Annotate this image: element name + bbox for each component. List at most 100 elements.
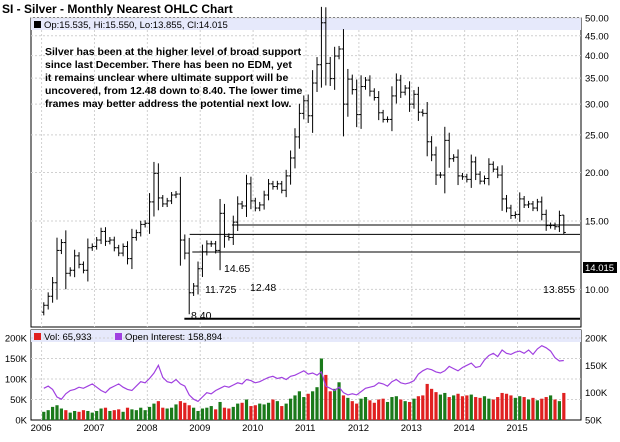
volume-bar (363, 397, 368, 420)
volume-bar (99, 408, 103, 420)
ohlc-bar (482, 175, 487, 185)
volume-bar (447, 397, 451, 420)
x-tick-label: 2011 (295, 423, 315, 434)
ohlc-bar (394, 73, 399, 104)
chart-title: SI - Silver - Monthly Nearest OHLC Chart (2, 2, 233, 16)
ohlc-bar (191, 283, 196, 296)
ohlc-bar (552, 222, 557, 230)
vol-legend-swatch (34, 333, 41, 340)
volume-bar (258, 403, 262, 420)
volume-bar (152, 403, 156, 420)
volume-bar (412, 398, 416, 420)
ohlc-bar (270, 180, 275, 190)
last-price-tag (583, 262, 617, 273)
x-tick-label: 2009 (189, 423, 210, 434)
volume-bar (59, 408, 64, 420)
volume-bar (438, 394, 443, 420)
x-tick-label: 2014 (454, 423, 475, 434)
volume-bar (253, 405, 257, 420)
volume-bar (548, 395, 553, 420)
ohlc-bar (341, 29, 346, 137)
volume-bar (319, 358, 324, 420)
ohlc-bar (442, 126, 447, 194)
ohlc-bar (77, 252, 82, 269)
volume-bar (522, 397, 526, 420)
volume-bar (562, 392, 566, 420)
volume-bar (293, 395, 297, 420)
ohlc-bar (548, 222, 553, 229)
volume-bar (284, 403, 288, 420)
ohlc-bar (288, 150, 293, 185)
support-lines (184, 224, 580, 320)
volume-bar (315, 387, 319, 420)
volume-bar (275, 401, 279, 420)
volume-bar (192, 407, 196, 420)
oi-legend: Open Interest: 158,894 (125, 332, 222, 343)
ohlc-bar (231, 215, 236, 245)
volume-bar (306, 393, 310, 420)
volume-bar (297, 391, 301, 420)
price-y-tick-label: 40.00 (585, 51, 609, 62)
ohlc-bar (411, 90, 416, 109)
volume-bar (425, 383, 429, 420)
volume-bar (90, 412, 94, 420)
ohlc-bar (376, 91, 381, 121)
ohlc-bar (460, 172, 465, 180)
volume-bar (183, 402, 187, 420)
volume-bar (139, 407, 143, 420)
price-y-tick-label: 35.00 (585, 74, 609, 85)
volume-bar (147, 406, 152, 420)
ohlc-bar (125, 241, 130, 265)
volume-bar (218, 401, 222, 420)
axis-labels: 10.00 15.00 20.00 25.00 30.00 35.00 40.00 45.00… (5, 14, 609, 435)
volume-bar (249, 406, 253, 420)
volume-bar (509, 395, 513, 420)
ohlc-bar (50, 277, 55, 303)
ohlc-bar (359, 75, 364, 129)
ohlc-bar (81, 261, 86, 274)
ohlc-bar (315, 57, 320, 92)
ohlc-bar (59, 239, 64, 255)
volume-bar (46, 410, 50, 420)
ohlc-bar (469, 154, 474, 188)
ohlc-bar (301, 95, 306, 120)
volume-bar (526, 399, 531, 420)
ohlc-bar (389, 86, 394, 132)
ohlc-bar (134, 229, 139, 241)
ohlc-bar (517, 192, 522, 222)
ohlc-bar (557, 210, 562, 233)
volume-bar (134, 410, 138, 420)
ohlc-bar (235, 196, 240, 232)
oi-legend-swatch (115, 333, 122, 340)
volume-bar (381, 398, 385, 420)
annotation-line: it remains unclear where ultimate suppor… (45, 72, 288, 84)
ohlc-bar (200, 244, 205, 278)
annotation-line: frames may better address the potential … (45, 98, 292, 110)
ohlc-bar (182, 234, 187, 260)
ohlc-bar (173, 191, 178, 199)
volume-bar (187, 405, 191, 420)
volume-bar (341, 395, 346, 420)
volume-bar (544, 397, 548, 420)
volume-bar (407, 401, 412, 420)
ohlc-bar (46, 292, 51, 310)
ohlc-bar (337, 45, 342, 60)
volume-bar (236, 403, 240, 420)
ohlc-bar (504, 194, 509, 213)
volume-bar (73, 410, 77, 420)
ohlc-bar (121, 243, 126, 257)
volume-bar (196, 410, 200, 420)
ohlc-bar (284, 169, 289, 198)
vol-legend: Vol: 65,933 (44, 332, 92, 343)
ohlc-bar (332, 46, 337, 90)
volume-bar (557, 401, 562, 420)
ohlc-bar (456, 149, 461, 186)
volume-bar (390, 397, 394, 420)
annotation-line: Silver has been at the higher level of b… (45, 46, 302, 58)
volume-bar (359, 398, 363, 420)
ohlc-bar (138, 220, 143, 237)
ohlc-bar (420, 109, 425, 117)
ohlc-bar (381, 109, 386, 123)
ohlc-bar (222, 203, 227, 248)
